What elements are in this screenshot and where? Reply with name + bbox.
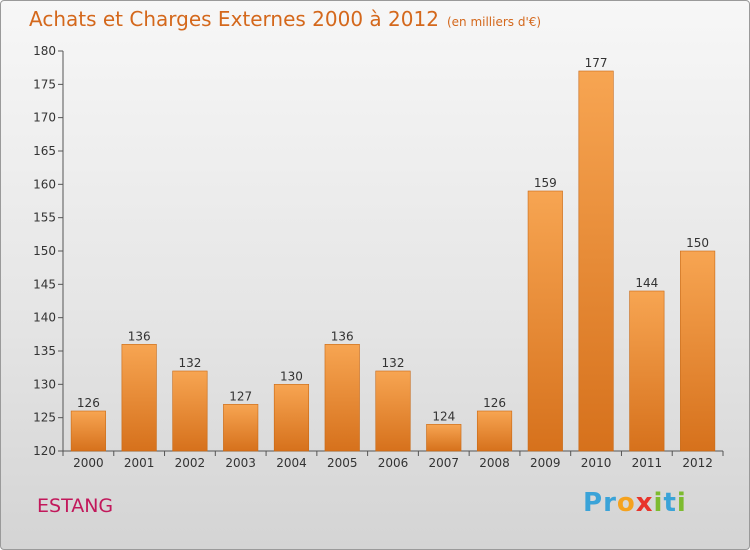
data-label: 126 xyxy=(77,396,100,410)
chart-title: Achats et Charges Externes 2000 à 2012 (e… xyxy=(29,7,541,31)
labels: 2000 126 2001 136 2002 132 2003 127 2004 130 2005 1… xyxy=(73,56,713,470)
y-tick-label: 145 xyxy=(33,277,56,291)
x-tick-label: 2000 xyxy=(73,456,104,470)
y-tick-label: 140 xyxy=(33,311,56,325)
bar xyxy=(273,384,310,452)
proxiti-logo[interactable]: Proxiti xyxy=(583,488,687,518)
logo-letter: x xyxy=(635,488,654,518)
logo-letter: o xyxy=(616,488,636,518)
data-label: 126 xyxy=(483,396,506,410)
y-tick-label: 165 xyxy=(33,144,56,158)
bar xyxy=(324,344,360,452)
logo-letter: i xyxy=(676,488,687,518)
y-tick-label: 180 xyxy=(33,44,56,58)
y-tick-label: 130 xyxy=(33,377,56,391)
bar xyxy=(426,424,462,452)
bar xyxy=(70,410,106,452)
x-tick-label: 2011 xyxy=(632,456,663,470)
x-tick-label: 2012 xyxy=(682,456,713,470)
y-tick-label: 125 xyxy=(33,411,56,425)
bar xyxy=(375,370,411,452)
data-label: 136 xyxy=(331,329,354,343)
chart-title-text: Achats et Charges Externes 2000 à 2012 xyxy=(29,7,439,31)
bar xyxy=(476,410,513,452)
y-tick-label: 160 xyxy=(33,177,56,191)
bar xyxy=(172,370,208,452)
logo-letter: i xyxy=(653,488,664,518)
data-label: 136 xyxy=(128,329,151,343)
y-tick-label: 120 xyxy=(33,444,56,458)
x-tick-label: 2002 xyxy=(175,456,206,470)
data-label: 144 xyxy=(635,276,658,290)
y-tick-label: 170 xyxy=(33,111,56,125)
bar xyxy=(223,404,259,452)
place-name: ESTANG xyxy=(37,495,114,517)
x-tick-label: 2008 xyxy=(479,456,510,470)
axes: 120 125 130 135 140 145 150 155 160 165 170 175 180 xyxy=(33,44,724,458)
x-tick-label: 2009 xyxy=(530,456,561,470)
data-label: 132 xyxy=(382,356,405,370)
bar xyxy=(527,190,563,452)
data-label: 127 xyxy=(229,389,252,403)
x-tick-label: 2007 xyxy=(428,456,459,470)
logo-letter: t xyxy=(663,488,677,518)
data-label: 159 xyxy=(534,176,557,190)
bars xyxy=(70,70,716,452)
bar xyxy=(578,70,614,452)
logo-letter: r xyxy=(603,488,617,518)
x-tick-label: 2006 xyxy=(378,456,409,470)
data-label: 177 xyxy=(585,56,608,70)
y-tick-label: 155 xyxy=(33,211,56,225)
data-label: 124 xyxy=(432,409,455,423)
data-label: 132 xyxy=(178,356,201,370)
data-label: 130 xyxy=(280,369,303,383)
bar xyxy=(121,344,157,452)
y-tick-label: 150 xyxy=(33,244,56,258)
x-tick-label: 2004 xyxy=(276,456,307,470)
logo-letter: P xyxy=(583,488,604,518)
x-tick-label: 2001 xyxy=(124,456,155,470)
bar xyxy=(680,250,716,452)
x-tick-label: 2010 xyxy=(581,456,612,470)
bar xyxy=(629,290,665,452)
x-tick-label: 2005 xyxy=(327,456,358,470)
chart-subtitle: (en milliers d'€) xyxy=(446,15,542,29)
x-tick-label: 2003 xyxy=(225,456,256,470)
y-tick-label: 175 xyxy=(33,77,56,91)
y-tick-label: 135 xyxy=(33,344,56,358)
data-label: 150 xyxy=(686,236,709,250)
